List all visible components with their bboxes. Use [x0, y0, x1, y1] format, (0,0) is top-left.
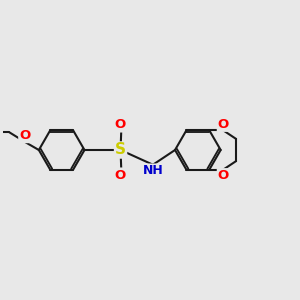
Text: NH: NH [143, 164, 164, 178]
Text: O: O [114, 169, 125, 182]
Text: O: O [218, 169, 229, 182]
Text: O: O [19, 129, 31, 142]
Text: O: O [218, 118, 229, 131]
Text: S: S [115, 142, 126, 158]
Text: O: O [114, 118, 125, 131]
